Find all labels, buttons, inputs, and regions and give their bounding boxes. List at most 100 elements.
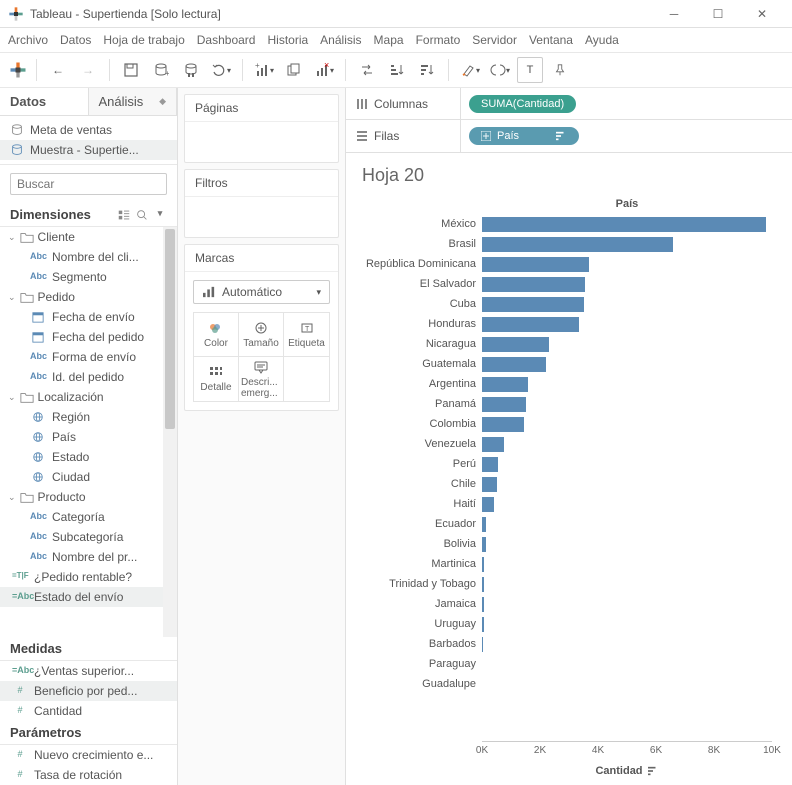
redo-button[interactable]: →: [75, 57, 101, 83]
field-item[interactable]: AbcId. del pedido: [0, 367, 177, 387]
bar-row[interactable]: Haití: [354, 494, 772, 514]
bar-row[interactable]: Venezuela: [354, 434, 772, 454]
bar-row[interactable]: Argentina: [354, 374, 772, 394]
menu-historia[interactable]: Historia: [267, 33, 308, 47]
bar-row[interactable]: Chile: [354, 474, 772, 494]
field-item[interactable]: Fecha del pedido: [0, 327, 177, 347]
menu-hoja de trabajo[interactable]: Hoja de trabajo: [103, 33, 184, 47]
bar-row[interactable]: Perú: [354, 454, 772, 474]
field-item[interactable]: AbcSubcategoría: [0, 527, 177, 547]
folder-producto[interactable]: ⌄ Producto: [0, 487, 177, 507]
tab-analytics[interactable]: Análisis◆: [89, 88, 178, 115]
bar-row[interactable]: Guatemala: [354, 354, 772, 374]
bar-row[interactable]: Martinica: [354, 554, 772, 574]
menu-servidor[interactable]: Servidor: [472, 33, 517, 47]
clear-button[interactable]: × ▾: [311, 57, 337, 83]
bar-row[interactable]: República Dominicana: [354, 254, 772, 274]
field-item[interactable]: Región: [0, 407, 177, 427]
field-item[interactable]: Ciudad: [0, 467, 177, 487]
filters-card[interactable]: Filtros: [184, 169, 339, 238]
mark-color[interactable]: Color: [194, 313, 239, 357]
field-item[interactable]: AbcCategoría: [0, 507, 177, 527]
menu-análisis[interactable]: Análisis: [320, 33, 361, 47]
mark-label[interactable]: TEtiqueta: [284, 313, 329, 357]
rows-shelf[interactable]: Filas País: [346, 120, 792, 152]
field-item[interactable]: Fecha de envío: [0, 307, 177, 327]
folder-pedido[interactable]: ⌄ Pedido: [0, 287, 177, 307]
view-icon[interactable]: [117, 208, 131, 222]
undo-button[interactable]: ←: [45, 57, 71, 83]
bar-row[interactable]: Panamá: [354, 394, 772, 414]
folder-cliente[interactable]: ⌄ Cliente: [0, 227, 177, 247]
menu-formato[interactable]: Formato: [416, 33, 461, 47]
columns-pill[interactable]: SUMA(Cantidad): [469, 95, 576, 113]
refresh-button[interactable]: ▾: [208, 57, 234, 83]
folder-localización[interactable]: ⌄ Localización: [0, 387, 177, 407]
bar-row[interactable]: Honduras: [354, 314, 772, 334]
columns-shelf[interactable]: Columnas SUMA(Cantidad): [346, 88, 792, 120]
field-item[interactable]: AbcForma de envío: [0, 347, 177, 367]
menu-datos[interactable]: Datos: [60, 33, 91, 47]
field-item[interactable]: Estado: [0, 447, 177, 467]
swap-button[interactable]: [354, 57, 380, 83]
field-item[interactable]: #Cantidad: [0, 701, 177, 721]
bar-row[interactable]: Uruguay: [354, 614, 772, 634]
tab-data[interactable]: Datos: [0, 88, 89, 115]
pause-button[interactable]: [178, 57, 204, 83]
menu-mapa[interactable]: Mapa: [374, 33, 404, 47]
field-item[interactable]: AbcNombre del cli...: [0, 247, 177, 267]
bar-row[interactable]: Brasil: [354, 234, 772, 254]
field-item[interactable]: AbcSegmento: [0, 267, 177, 287]
field-item[interactable]: #Nuevo crecimiento e...: [0, 745, 177, 765]
bar-row[interactable]: Cuba: [354, 294, 772, 314]
mark-size[interactable]: Tamaño: [239, 313, 284, 357]
pin-button[interactable]: [547, 57, 573, 83]
close-button[interactable]: ✕: [740, 0, 784, 28]
axis-label[interactable]: Cantidad: [482, 765, 772, 777]
bar-row[interactable]: Guadalupe: [354, 674, 772, 694]
menu-ventana[interactable]: Ventana: [529, 33, 573, 47]
minimize-button[interactable]: ─: [652, 0, 696, 28]
field-header[interactable]: País: [482, 198, 772, 210]
mark-detail[interactable]: Detalle: [194, 357, 239, 401]
bar-row[interactable]: Ecuador: [354, 514, 772, 534]
group-button[interactable]: ▾: [487, 57, 513, 83]
new-datasource-button[interactable]: +: [148, 57, 174, 83]
field-item[interactable]: #Beneficio por ped...: [0, 681, 177, 701]
bar-row[interactable]: Nicaragua: [354, 334, 772, 354]
bar-row[interactable]: México: [354, 214, 772, 234]
find-icon[interactable]: [135, 208, 149, 222]
label-button[interactable]: T: [517, 57, 543, 83]
duplicate-button[interactable]: [281, 57, 307, 83]
new-worksheet-button[interactable]: + ▾: [251, 57, 277, 83]
menu-archivo[interactable]: Archivo: [8, 33, 48, 47]
bar-row[interactable]: El Salvador: [354, 274, 772, 294]
datasource-item[interactable]: Meta de ventas: [0, 120, 177, 140]
bar-row[interactable]: Paraguay: [354, 654, 772, 674]
field-item[interactable]: AbcNombre del pr...: [0, 547, 177, 567]
field-item[interactable]: =AbcEstado del envío: [0, 587, 177, 607]
datasource-item[interactable]: Muestra - Supertie...: [0, 140, 177, 160]
rows-pill[interactable]: País: [469, 127, 579, 145]
pages-card[interactable]: Páginas: [184, 94, 339, 163]
sheet-title[interactable]: Hoja 20: [346, 153, 792, 190]
mark-type-select[interactable]: Automático ▾: [193, 280, 330, 304]
mark-tooltip[interactable]: Descri... emerg...: [239, 357, 284, 401]
field-item[interactable]: País: [0, 427, 177, 447]
maximize-button[interactable]: ☐: [696, 0, 740, 28]
sort-asc-button[interactable]: [384, 57, 410, 83]
bar-row[interactable]: Barbados: [354, 634, 772, 654]
bar-row[interactable]: Trinidad y Tobago: [354, 574, 772, 594]
field-item[interactable]: =Abc¿Ventas superior...: [0, 661, 177, 681]
bar-row[interactable]: Jamaica: [354, 594, 772, 614]
field-item[interactable]: #Tasa de rotación: [0, 765, 177, 785]
bar-row[interactable]: Colombia: [354, 414, 772, 434]
save-button[interactable]: [118, 57, 144, 83]
sort-desc-button[interactable]: [414, 57, 440, 83]
menu-icon[interactable]: ▾: [153, 208, 167, 222]
search-input[interactable]: [10, 173, 167, 195]
tableau-logo-icon[interactable]: [8, 60, 28, 80]
menu-ayuda[interactable]: Ayuda: [585, 33, 619, 47]
bar-row[interactable]: Bolivia: [354, 534, 772, 554]
menu-dashboard[interactable]: Dashboard: [197, 33, 256, 47]
